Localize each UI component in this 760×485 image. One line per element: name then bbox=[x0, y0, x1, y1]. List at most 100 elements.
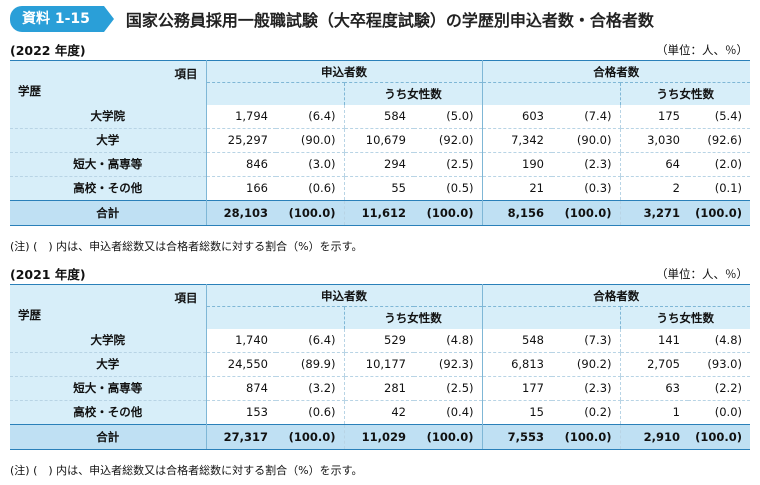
percent-cell: (7.4) bbox=[552, 104, 620, 129]
percent-cell: (100.0) bbox=[552, 199, 620, 226]
percent-cell: (100.0) bbox=[688, 199, 750, 226]
table-row: 大学 25,297 (90.0) 10,679 (92.0) 7,342 (90.0) 3,0… bbox=[10, 128, 750, 153]
percent-cell: (2.5) bbox=[414, 152, 482, 177]
figure-badge: 資料 1-15 bbox=[10, 6, 114, 32]
percent-cell: (0.1) bbox=[688, 176, 750, 201]
value-cell: 874 bbox=[206, 376, 276, 401]
value-cell: 603 bbox=[481, 104, 552, 129]
data-table: 項目 学歴 申込者数 合格者数 うち女性数 うち女性数 大学院 1,794 (6.4) 584 (5… bbox=[10, 60, 750, 226]
value-cell: 3,030 bbox=[619, 128, 688, 153]
percent-cell: (5.0) bbox=[414, 104, 482, 129]
row-label: 短大・高専等 bbox=[10, 152, 207, 177]
value-cell: 141 bbox=[619, 328, 688, 353]
percent-cell: (0.0) bbox=[688, 400, 750, 425]
value-cell: 190 bbox=[481, 152, 552, 177]
table-corner: 項目学歴 bbox=[10, 60, 207, 105]
row-label: 大学院 bbox=[10, 104, 207, 129]
percent-cell: (2.3) bbox=[552, 376, 620, 401]
percent-cell: (0.2) bbox=[552, 400, 620, 425]
percent-cell: (90.2) bbox=[552, 352, 620, 377]
value-cell: 7,553 bbox=[481, 423, 552, 450]
education-header: 学歴 bbox=[18, 83, 41, 98]
table-note: (注) ( ) 内は、申込者総数又は合格者総数に対する割合（%）を示す。 bbox=[10, 240, 363, 253]
education-header: 学歴 bbox=[18, 307, 41, 322]
value-cell: 27,317 bbox=[206, 423, 276, 450]
value-cell: 529 bbox=[343, 328, 414, 353]
value-cell: 10,177 bbox=[343, 352, 414, 377]
percent-cell: (3.2) bbox=[276, 376, 344, 401]
percent-cell: (100.0) bbox=[552, 423, 620, 450]
value-cell: 11,029 bbox=[343, 423, 414, 450]
value-cell: 1 bbox=[619, 400, 688, 425]
percent-cell: (93.0) bbox=[688, 352, 750, 377]
value-cell: 25,297 bbox=[206, 128, 276, 153]
value-cell: 153 bbox=[206, 400, 276, 425]
value-cell: 177 bbox=[481, 376, 552, 401]
data-table: 項目 学歴 申込者数 合格者数 うち女性数 うち女性数 大学院 1,740 (6.4) 529 (4… bbox=[10, 284, 750, 450]
row-label: 大学 bbox=[10, 128, 207, 153]
value-cell: 10,679 bbox=[343, 128, 414, 153]
section-year: (2021 年度) bbox=[10, 267, 86, 282]
percent-cell: (0.3) bbox=[552, 176, 620, 201]
percent-cell: (4.8) bbox=[414, 328, 482, 353]
total-row: 合計 27,317 (100.0) 11,029 (100.0) 7,553 (100.0)… bbox=[10, 423, 750, 450]
percent-cell: (7.3) bbox=[552, 328, 620, 353]
percent-cell: (0.6) bbox=[276, 176, 344, 201]
table-corner: 項目学歴 bbox=[10, 284, 207, 329]
value-cell: 3,271 bbox=[619, 199, 688, 226]
applicants-header: 申込者数 bbox=[206, 60, 482, 83]
table-row: 大学院 1,794 (6.4) 584 (5.0) 603 (7.4) 175 (5.4) bbox=[10, 104, 750, 129]
row-label: 大学院 bbox=[10, 328, 207, 353]
value-cell: 11,612 bbox=[343, 199, 414, 226]
applicants-header: 申込者数 bbox=[206, 284, 482, 307]
header-spacer bbox=[481, 306, 620, 329]
percent-cell: (90.0) bbox=[552, 128, 620, 153]
value-cell: 6,813 bbox=[481, 352, 552, 377]
percent-cell: (0.4) bbox=[414, 400, 482, 425]
value-cell: 15 bbox=[481, 400, 552, 425]
percent-cell: (92.6) bbox=[688, 128, 750, 153]
table-row: 短大・高専等 846 (3.0) 294 (2.5) 190 (2.3) 64 (2.0) bbox=[10, 152, 750, 177]
passers-header: 合格者数 bbox=[481, 284, 750, 307]
item-header: 項目 bbox=[174, 291, 198, 305]
table-row: 大学 24,550 (89.9) 10,177 (92.3) 6,813 (90.2) 2,7… bbox=[10, 352, 750, 377]
applicants-women-header: うち女性数 bbox=[343, 306, 482, 329]
value-cell: 166 bbox=[206, 176, 276, 201]
value-cell: 24,550 bbox=[206, 352, 276, 377]
passers-women-header: うち女性数 bbox=[619, 306, 750, 329]
header-spacer bbox=[206, 306, 344, 329]
row-label: 高校・その他 bbox=[10, 176, 207, 201]
value-cell: 7,342 bbox=[481, 128, 552, 153]
value-cell: 8,156 bbox=[481, 199, 552, 226]
value-cell: 2,705 bbox=[619, 352, 688, 377]
percent-cell: (89.9) bbox=[276, 352, 344, 377]
row-label: 合計 bbox=[10, 423, 207, 450]
passers-women-header: うち女性数 bbox=[619, 82, 750, 105]
row-label: 短大・高専等 bbox=[10, 376, 207, 401]
percent-cell: (100.0) bbox=[276, 199, 344, 226]
table-row: 大学院 1,740 (6.4) 529 (4.8) 548 (7.3) 141 (4.8) bbox=[10, 328, 750, 353]
document-header: 資料 1-15 国家公務員採用一般職試験（大卒程度試験）の学歴別申込者数・合格者… bbox=[10, 6, 654, 32]
percent-cell: (100.0) bbox=[688, 423, 750, 450]
value-cell: 2,910 bbox=[619, 423, 688, 450]
percent-cell: (2.0) bbox=[688, 152, 750, 177]
table-note: (注) ( ) 内は、申込者総数又は合格者総数に対する割合（%）を示す。 bbox=[10, 464, 363, 477]
item-header: 項目 bbox=[174, 67, 198, 81]
percent-cell: (2.3) bbox=[552, 152, 620, 177]
row-label: 合計 bbox=[10, 199, 207, 226]
value-cell: 584 bbox=[343, 104, 414, 129]
percent-cell: (100.0) bbox=[276, 423, 344, 450]
value-cell: 55 bbox=[343, 176, 414, 201]
applicants-women-header: うち女性数 bbox=[343, 82, 482, 105]
percent-cell: (0.5) bbox=[414, 176, 482, 201]
passers-header: 合格者数 bbox=[481, 60, 750, 83]
value-cell: 64 bbox=[619, 152, 688, 177]
percent-cell: (100.0) bbox=[414, 199, 482, 226]
row-label: 大学 bbox=[10, 352, 207, 377]
value-cell: 42 bbox=[343, 400, 414, 425]
percent-cell: (5.4) bbox=[688, 104, 750, 129]
header-spacer bbox=[481, 82, 620, 105]
table-row: 高校・その他 153 (0.6) 42 (0.4) 15 (0.2) 1 (0.0) bbox=[10, 400, 750, 425]
header-spacer bbox=[206, 82, 344, 105]
value-cell: 846 bbox=[206, 152, 276, 177]
